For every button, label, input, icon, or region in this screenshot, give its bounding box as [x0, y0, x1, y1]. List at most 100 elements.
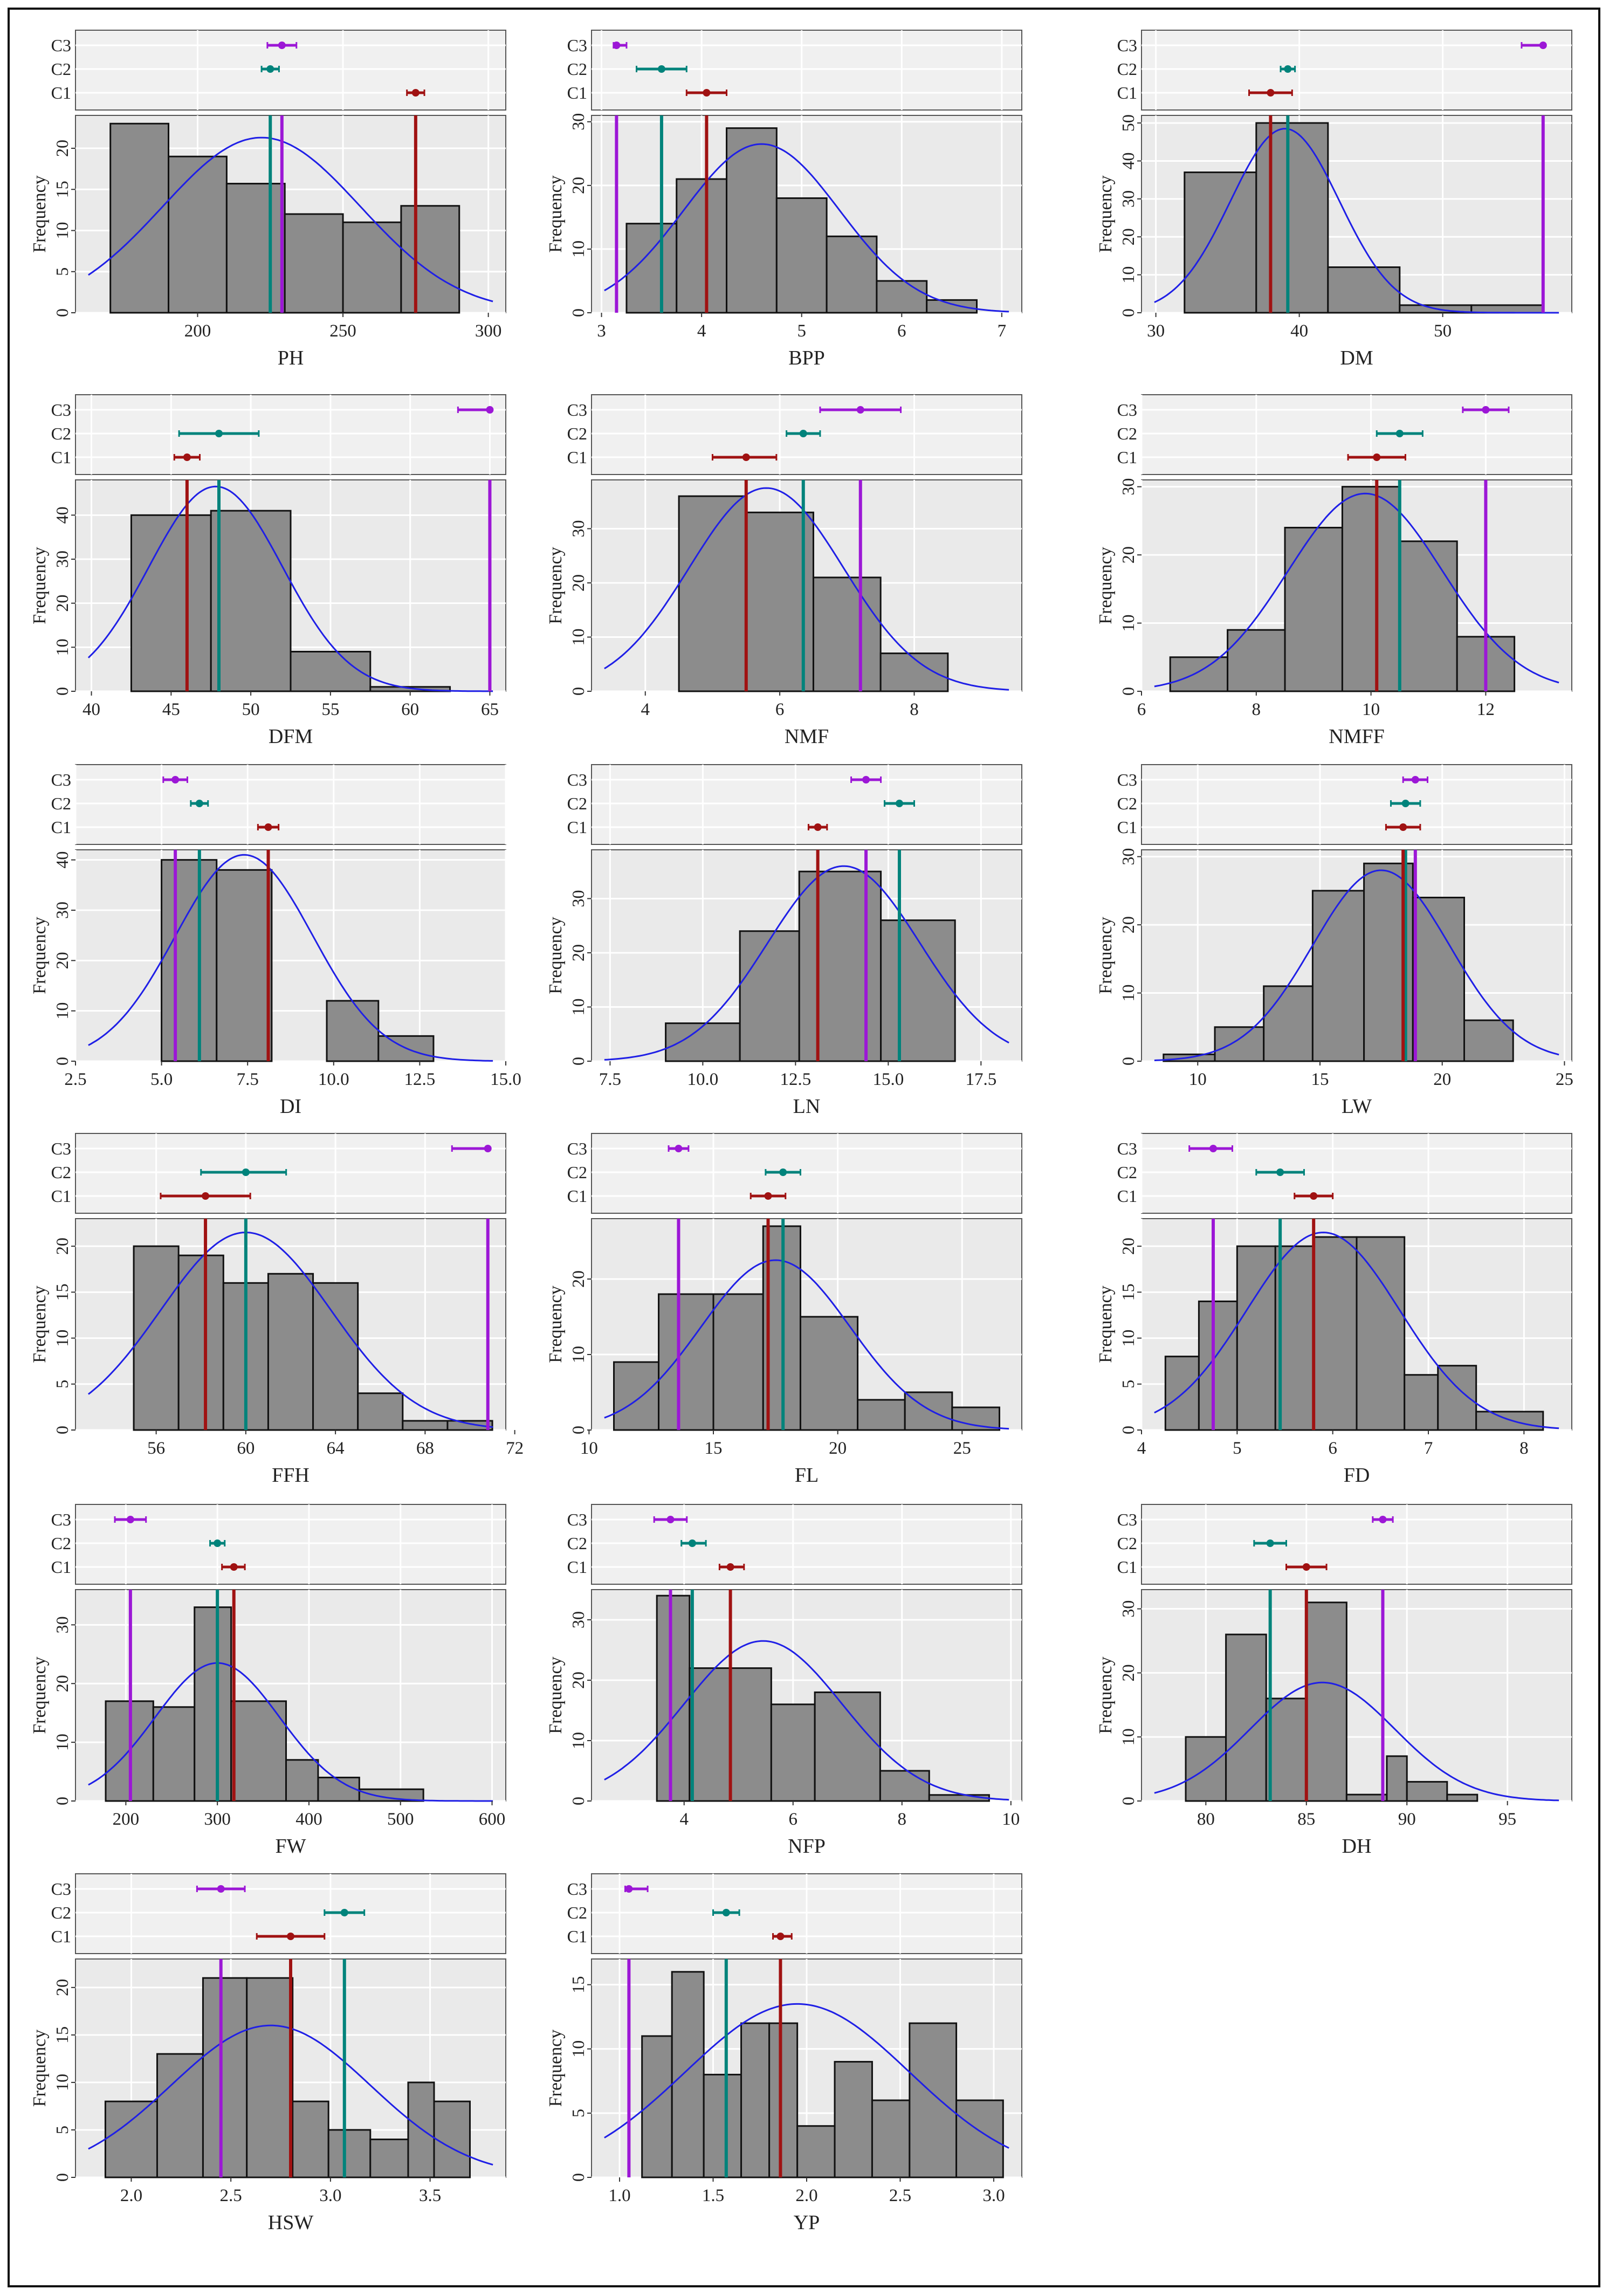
x-tick-label: 50	[1434, 321, 1452, 341]
y-tick-label: 20	[52, 595, 72, 612]
group-label-c2: C2	[1117, 424, 1137, 443]
chart-fd: C3 C2 C1 0 5 10 15 20 4 5 6 7 8 FD Frequency	[1096, 1133, 1572, 1487]
group-strip-panel	[75, 1873, 506, 1954]
group-mean-point-c1	[1267, 89, 1275, 97]
normal-curve	[1154, 1681, 1559, 1802]
y-tick-label: 10	[568, 2040, 588, 2058]
y-axis-label: Frequency	[546, 1286, 566, 1363]
x-tick-label: 7	[1424, 1439, 1433, 1458]
histogram-bar	[1406, 1781, 1448, 1802]
group-label-c3: C3	[51, 1139, 71, 1158]
group-mean-point-c2	[1276, 1168, 1284, 1176]
x-tick-label: 10	[1189, 1070, 1207, 1089]
group-mean-point-c2	[1284, 65, 1292, 73]
x-tick-label: 15	[1311, 1070, 1329, 1089]
y-tick-label: 0	[1118, 1426, 1138, 1434]
x-tick-label: 45	[162, 700, 180, 719]
x-tick-label: 15.0	[872, 1070, 904, 1089]
chart-yp: C3 C2 C1 0 5 10 15 1.0 1.5 2.0 2.5 3.0 YP Frequency	[546, 1873, 1022, 2234]
x-axis-label: DH	[1342, 1835, 1372, 1858]
group-mean-point-c3	[484, 1145, 492, 1152]
group-mean-point-c3	[675, 1145, 683, 1152]
x-tick-label: 30	[1147, 321, 1165, 341]
histogram-bar	[876, 280, 928, 314]
x-tick-label: 72	[506, 1439, 524, 1458]
histogram-bar	[285, 1759, 319, 1802]
x-tick-label: 5	[797, 321, 806, 341]
x-axis-label: HSW	[268, 2211, 314, 2234]
y-axis-label: Frequency	[546, 1656, 566, 1734]
y-tick-label: 40	[52, 851, 72, 869]
histogram-bar	[292, 2100, 329, 2178]
group-label-c2: C2	[567, 59, 587, 79]
group-mean-point-c2	[1395, 430, 1404, 437]
x-axis-label: NMF	[785, 725, 829, 748]
histogram-bar	[880, 919, 956, 1062]
group-label-c3: C3	[567, 1139, 587, 1158]
x-tick-label: 6	[788, 1810, 797, 1829]
x-axis-label: DI	[280, 1095, 301, 1118]
group-mean-point-c2	[895, 800, 903, 807]
histogram-bar	[161, 859, 218, 1062]
histogram-bar	[712, 1293, 764, 1431]
x-tick-label: 300	[204, 1810, 231, 1829]
chart-nmff: C3 C2 C1 0 10 20 30 6 8 10 12 NMFF Frequency	[1096, 394, 1572, 748]
histogram-bar	[658, 1293, 714, 1431]
x-tick-label: 2.5	[889, 2186, 911, 2205]
histogram-bar	[1437, 1365, 1477, 1431]
x-tick-label: 3.0	[319, 2186, 341, 2205]
y-axis-label: Frequency	[30, 175, 50, 253]
x-tick-label: 4	[697, 321, 706, 341]
x-tick-label: 95	[1498, 1810, 1516, 1829]
histogram-bar	[798, 870, 882, 1062]
group-label-c1: C1	[567, 1557, 587, 1577]
histogram-bar	[358, 1788, 424, 1802]
x-tick-label: 1.5	[702, 2186, 724, 2205]
group-strip-panel	[591, 1133, 1022, 1214]
normal-curve	[1154, 128, 1559, 314]
histogram-bar	[625, 223, 678, 314]
group-label-c2: C2	[51, 1903, 71, 1922]
y-tick-label: 20	[568, 1270, 588, 1288]
x-tick-label: 8	[910, 700, 919, 719]
chart-hsw: C3 C2 C1 0 5 10 15 20 2.0 2.5 3.0 3.5 HSW Frequency	[30, 1873, 506, 2234]
histogram-bar	[689, 1667, 732, 1802]
group-strip-panel	[1141, 764, 1572, 845]
x-tick-label: 3	[597, 321, 606, 341]
y-axis-label: Frequency	[30, 917, 50, 994]
group-mean-point-c3	[126, 1516, 134, 1523]
x-tick-label: 4	[679, 1810, 689, 1829]
histogram-bar	[671, 1971, 705, 2178]
histogram-bar	[230, 1700, 287, 1802]
group-mean-point-c2	[340, 1909, 348, 1916]
y-tick-label: 10	[52, 1734, 72, 1751]
histogram-bar	[377, 1035, 435, 1062]
histogram-bar	[317, 1776, 360, 1802]
group-mean-point-c1	[742, 453, 750, 461]
chart-dm: C3 C2 C1 0 10 20 30 40 50 30 40 50 DM Frequency	[1096, 30, 1572, 369]
y-tick-label: 20	[568, 177, 588, 194]
histogram-bar	[826, 235, 878, 314]
y-tick-label: 30	[568, 890, 588, 907]
group-strip-panel	[1141, 1133, 1572, 1214]
group-mean-point-c1	[726, 1563, 734, 1571]
x-tick-label: 60	[237, 1439, 255, 1458]
chart-nmf: C3 C2 C1 0 10 20 30 4 6 8 NMF Frequency	[546, 394, 1022, 748]
x-tick-label: 55	[321, 700, 339, 719]
histogram-panel	[75, 849, 506, 1062]
y-axis-label: Frequency	[30, 1286, 50, 1363]
histogram-bar	[407, 2081, 435, 2178]
y-tick-label: 0	[568, 308, 588, 317]
histogram-bar	[210, 510, 292, 692]
y-tick-label: 40	[52, 506, 72, 524]
y-tick-label: 20	[568, 944, 588, 961]
group-label-c2: C2	[567, 1163, 587, 1182]
histogram-bar	[1255, 122, 1329, 314]
chart-ffh: C3 C2 C1 0 5 10 15 20 56 60 64 68 72 FFH Frequency	[30, 1133, 524, 1487]
y-axis-label: Frequency	[30, 1656, 50, 1734]
group-label-c3: C3	[567, 770, 587, 789]
group-label-c1: C1	[51, 448, 71, 467]
histogram-bar	[814, 1691, 881, 1802]
histogram-bar	[770, 1703, 816, 1802]
